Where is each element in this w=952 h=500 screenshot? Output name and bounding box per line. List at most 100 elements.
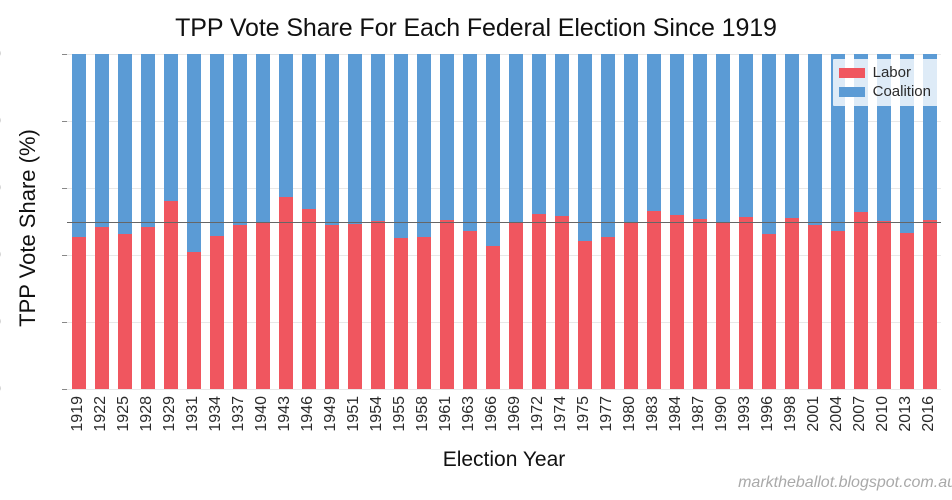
gridline [67,255,941,256]
bar-segment-labor [163,200,178,389]
x-tick-label: 1980 [620,396,638,432]
x-tick-label: 1922 [91,396,109,432]
bar-segment-labor [209,235,224,389]
plot-area [62,54,941,390]
bar-segment-labor [600,236,615,389]
bar-segment-coalition [485,54,500,246]
legend-swatch [838,67,865,78]
bar-segment-coalition [531,54,546,214]
gridline [67,322,941,323]
bar-segment-coalition [508,54,523,223]
bar-segment-labor [531,213,546,389]
y-tick-label: 80 [0,112,1,131]
bar-segment-labor [255,222,270,389]
bar-segment-coalition [71,54,86,237]
chart-legend: Labor Coalition [832,59,938,106]
bar-segment-labor [692,218,707,389]
bar-segment-coalition [669,54,684,216]
bar-segment-labor [784,218,799,389]
bar-stack [715,54,730,389]
bar-stack [646,54,661,389]
bar-segment-labor [485,245,500,389]
y-tick-mark [62,322,67,323]
x-tick-label: 1928 [137,396,155,432]
x-tick-label: 2007 [850,396,868,432]
y-tick-mark [62,188,67,189]
x-tick-label: 2010 [873,396,891,432]
bar-segment-coalition [784,54,799,219]
x-tick-label: 1958 [413,396,431,432]
gridline [67,188,941,189]
bar-stack [807,54,822,389]
bar-segment-labor [508,222,523,389]
bar-segment-labor [71,236,86,389]
bar-segment-coalition [416,54,431,237]
bar-segment-labor [278,196,293,389]
bar-stack [232,54,247,389]
bar-segment-labor [301,209,316,389]
x-tick-label: 1951 [344,396,362,432]
y-tick-mark [62,255,67,256]
x-tick-label: 1954 [367,396,385,432]
x-tick-label: 2016 [919,396,937,432]
bar-stack [301,54,316,389]
x-axis-tick-labels: 1919 1922 1925 1928 1929 1931 1934 1937 1940 1943… [67,396,941,448]
bar-segment-coalition [715,54,730,222]
x-tick-label: 2013 [896,396,914,432]
bar-segment-labor [853,212,868,389]
x-tick-label: 1961 [436,396,454,432]
bar-segment-coalition [186,54,201,252]
bar-stack [531,54,546,389]
bar-segment-labor [347,223,362,389]
x-tick-label: 1984 [666,396,684,432]
bar-stack [485,54,500,389]
legend-item: Labor [838,63,931,82]
bar-segment-coalition [278,54,293,197]
x-tick-label: 1972 [528,396,546,432]
y-tick-mark [62,54,67,55]
bar-segment-coalition [94,54,109,227]
legend-label: Labor [872,64,911,81]
x-tick-label: 1998 [781,396,799,432]
gridline [67,389,941,390]
bar-stack [669,54,684,389]
x-tick-label: 1983 [643,396,661,432]
bar-segment-coalition [163,54,178,201]
bar-segment-labor [646,210,661,389]
x-tick-label: 1934 [206,396,224,432]
y-tick-mark [62,389,67,390]
bar-segment-labor [830,230,845,389]
y-tick-label: 100 [0,45,1,64]
x-tick-label: 1955 [390,396,408,432]
bar-segment-labor [922,220,937,389]
bar-segment-coalition [301,54,316,210]
bar-segment-labor [623,222,638,389]
source-credit: marktheballot.blogspot.com.au [738,474,952,491]
bar-segment-labor [462,230,477,389]
bar-stack [370,54,385,389]
bar-segment-labor [324,224,339,389]
x-axis-label: Election Year [442,448,566,471]
bar-stack [71,54,86,389]
bar-stack [554,54,569,389]
x-tick-label: 1925 [114,396,132,432]
bar-stack [600,54,615,389]
fifty-percent-reference-line [67,221,941,223]
bar-stack [186,54,201,389]
bar-segment-coalition [807,54,822,225]
bar-stack [692,54,707,389]
y-tick-label: 60 [0,179,1,198]
bar-segment-coalition [393,54,408,238]
legend-swatch [838,86,865,97]
bar-stack [278,54,293,389]
x-tick-label: 1937 [229,396,247,432]
bar-segment-labor [186,251,201,389]
bar-segment-coalition [462,54,477,231]
x-tick-label: 1990 [712,396,730,432]
bar-stack [462,54,477,389]
bar-segment-coalition [347,54,362,224]
x-tick-label: 1993 [735,396,753,432]
x-tick-label: 2001 [804,396,822,432]
x-tick-label: 1929 [160,396,178,432]
